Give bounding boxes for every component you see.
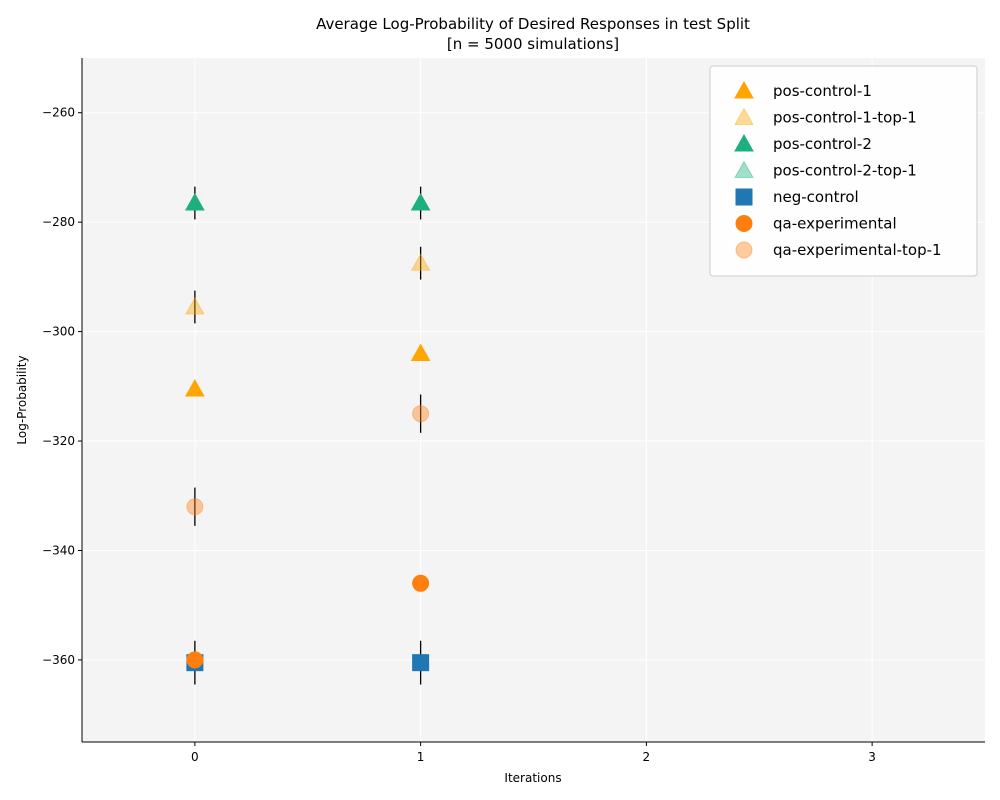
y-axis-label: Log-Probability bbox=[15, 355, 29, 444]
legend-marker-neg-control bbox=[735, 188, 753, 206]
y-tick-label: −360 bbox=[42, 653, 75, 667]
x-tick-label: 0 bbox=[191, 750, 199, 764]
y-tick-label: −320 bbox=[42, 434, 75, 448]
legend-marker-qa-experimental bbox=[735, 215, 753, 232]
legend-marker-qa-experimental-top-1 bbox=[735, 241, 753, 259]
x-tick-label: 3 bbox=[868, 750, 876, 764]
legend-label-qa-experimental: qa-experimental bbox=[773, 215, 897, 233]
legend-label-pos-control-1: pos-control-1 bbox=[773, 82, 872, 100]
data-point-pos-control-1-top-1 bbox=[410, 253, 431, 271]
x-tick-label: 2 bbox=[643, 750, 651, 764]
y-ticks: −260 −280 −300 −320 −340 −360 bbox=[42, 106, 82, 667]
data-point-pos-control-2 bbox=[185, 192, 205, 211]
legend-marker-pos-control-2-top-1 bbox=[734, 160, 754, 178]
data-point-qa-experimental bbox=[186, 651, 204, 669]
data-point-pos-control-1-top-1 bbox=[185, 296, 205, 315]
legend-label-pos-control-1-top-1: pos-control-1-top-1 bbox=[773, 109, 917, 127]
y-tick-label: −260 bbox=[42, 106, 75, 120]
data-point-neg-control bbox=[412, 654, 430, 672]
data-point-pos-control-1 bbox=[185, 379, 205, 397]
x-ticks: 0 1 2 3 bbox=[191, 742, 876, 764]
legend-label-qa-experimental-top-1: qa-experimental-top-1 bbox=[773, 241, 942, 259]
chart-title-line1: Average Log-Probability of Desired Respo… bbox=[316, 15, 750, 33]
legend-label-pos-control-2: pos-control-2 bbox=[773, 135, 872, 153]
data-point-qa-experimental-top-1 bbox=[186, 498, 204, 516]
y-tick-label: −340 bbox=[42, 543, 75, 557]
legend-box bbox=[709, 65, 978, 277]
data-point-qa-experimental-top-1 bbox=[412, 405, 430, 423]
legend-label-pos-control-2-top-1: pos-control-2-top-1 bbox=[773, 162, 917, 180]
y-tick-label: −280 bbox=[42, 215, 75, 229]
data-point-pos-control-2 bbox=[410, 192, 431, 211]
legend-marker-pos-control-1 bbox=[734, 80, 754, 99]
y-tick-label: −300 bbox=[42, 325, 75, 339]
data-markers bbox=[185, 192, 431, 672]
chart-title-line2: [n = 5000 simulations] bbox=[447, 35, 619, 53]
data-point-pos-control-1 bbox=[410, 343, 431, 361]
x-tick-label: 1 bbox=[417, 750, 425, 764]
legend-marker-pos-control-2 bbox=[734, 133, 754, 152]
legend-marker-pos-control-1-top-1 bbox=[734, 107, 754, 125]
data-point-qa-experimental bbox=[412, 574, 430, 592]
x-axis-label: Iterations bbox=[504, 771, 561, 785]
legend: pos-control-1 pos-control-1-top-1 pos-cont… bbox=[709, 65, 978, 277]
legend-label-neg-control: neg-control bbox=[773, 188, 859, 206]
